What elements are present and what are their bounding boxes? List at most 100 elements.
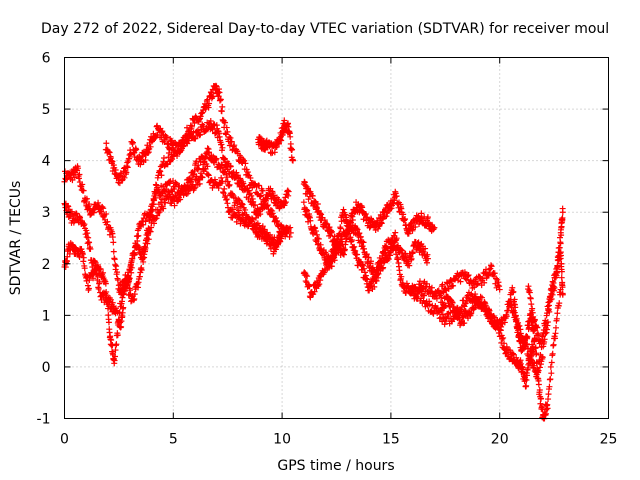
data-point <box>218 174 225 181</box>
data-point <box>99 203 106 210</box>
data-point <box>111 256 118 263</box>
data-point <box>224 128 231 135</box>
y-tick-label: 3 <box>42 205 51 221</box>
data-point <box>392 229 399 236</box>
data-point <box>118 318 125 325</box>
data-point <box>144 240 151 247</box>
data-point <box>114 332 121 339</box>
data-point <box>76 171 83 178</box>
data-point <box>96 278 103 285</box>
data-point <box>187 122 194 129</box>
data-point <box>110 248 117 255</box>
data-points <box>61 82 566 422</box>
data-point <box>86 201 93 208</box>
data-point <box>340 250 347 257</box>
data-point <box>205 172 212 179</box>
series-track-3 <box>61 153 294 331</box>
data-point <box>548 359 555 366</box>
data-point <box>218 141 225 148</box>
data-point <box>182 190 189 197</box>
data-point <box>118 323 125 330</box>
data-point <box>196 132 203 139</box>
data-point <box>102 290 109 297</box>
data-point <box>412 223 419 230</box>
data-point <box>238 200 245 207</box>
data-point <box>142 218 149 225</box>
data-point <box>287 224 294 231</box>
data-point <box>257 192 264 199</box>
data-point <box>337 225 344 232</box>
data-point <box>219 144 226 151</box>
data-point <box>235 196 242 203</box>
data-point <box>224 174 231 181</box>
data-point <box>169 156 176 163</box>
data-point <box>285 123 292 130</box>
data-point <box>184 184 191 191</box>
data-point <box>188 175 195 182</box>
data-point <box>267 245 274 252</box>
x-tick-label: 20 <box>491 432 509 448</box>
gridlines <box>64 57 609 419</box>
y-tick-label: 0 <box>42 360 51 376</box>
data-point <box>279 131 286 138</box>
x-tick-label: 15 <box>382 432 400 448</box>
data-point <box>131 291 138 298</box>
data-point <box>559 209 566 216</box>
data-point <box>121 174 128 181</box>
data-point <box>142 245 149 252</box>
data-point <box>223 124 230 131</box>
data-point <box>109 158 116 165</box>
data-point <box>158 172 165 179</box>
data-point <box>550 341 557 348</box>
data-point <box>226 181 233 188</box>
data-point <box>103 210 110 217</box>
data-point <box>138 267 145 274</box>
data-point <box>191 120 198 127</box>
data-point <box>135 232 142 239</box>
data-point <box>547 363 554 370</box>
data-point <box>242 206 249 213</box>
data-point <box>135 284 142 291</box>
data-point <box>223 196 230 203</box>
data-point <box>80 254 87 261</box>
data-point <box>278 137 285 144</box>
data-point <box>223 196 230 203</box>
y-tick-label: 4 <box>42 154 51 170</box>
data-point <box>197 113 204 120</box>
data-point <box>128 259 135 266</box>
data-point <box>65 214 72 221</box>
data-point <box>87 246 94 253</box>
data-point <box>92 259 99 266</box>
data-point <box>257 193 264 200</box>
data-point <box>126 292 133 299</box>
data-point <box>219 178 226 185</box>
data-point <box>153 215 160 222</box>
data-point <box>552 324 559 331</box>
data-point <box>277 238 284 245</box>
data-point <box>207 118 214 125</box>
data-point <box>196 180 203 187</box>
data-point <box>86 239 93 246</box>
axes: 0 5 10 15 20 25 -1 0 1 2 3 4 5 6 <box>37 51 618 448</box>
data-point <box>159 128 166 135</box>
x-tick-label: 0 <box>60 432 69 448</box>
data-point <box>222 119 229 126</box>
data-point <box>269 239 276 246</box>
data-point <box>548 370 555 377</box>
data-point <box>150 201 157 208</box>
y-tick-label: 2 <box>42 257 51 273</box>
data-point <box>200 154 207 161</box>
data-point <box>160 154 167 161</box>
y-tick-label: 6 <box>42 51 51 67</box>
data-point <box>267 207 274 214</box>
chart-title: Day 272 of 2022, Sidereal Day-to-day VTE… <box>41 21 609 37</box>
data-point <box>133 146 140 153</box>
data-point <box>554 310 561 317</box>
data-point <box>107 296 114 303</box>
data-point <box>76 213 83 220</box>
data-point <box>233 218 240 225</box>
data-point <box>113 263 120 270</box>
data-point <box>227 134 234 141</box>
data-point <box>147 143 154 150</box>
data-point <box>119 294 126 301</box>
